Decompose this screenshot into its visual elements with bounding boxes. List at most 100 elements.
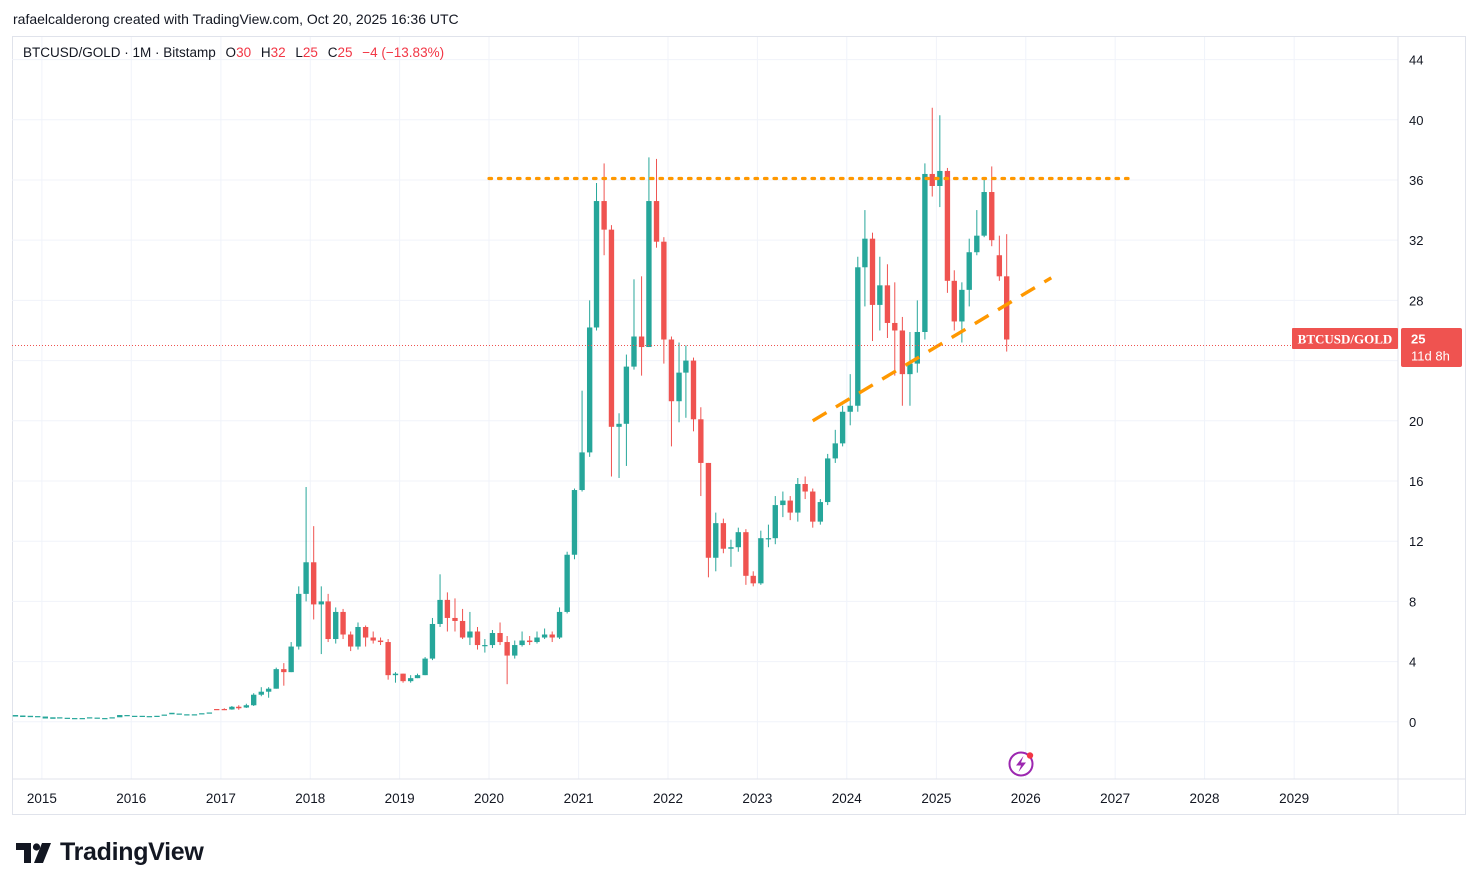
candle xyxy=(482,645,488,647)
candle xyxy=(191,714,198,716)
candle xyxy=(638,336,645,348)
candle xyxy=(683,360,689,373)
candle xyxy=(50,717,56,719)
candle xyxy=(646,201,652,348)
candle xyxy=(206,712,213,714)
candle xyxy=(333,611,339,640)
legend-change: −4 (−13.83%) xyxy=(362,45,445,60)
candle xyxy=(914,331,920,364)
candle xyxy=(855,267,861,406)
candle xyxy=(117,715,123,718)
candle xyxy=(429,623,436,659)
candle xyxy=(258,691,264,695)
candle xyxy=(690,360,697,420)
candle xyxy=(1004,276,1010,340)
candle xyxy=(593,201,600,328)
x-tick-label: 2017 xyxy=(206,791,236,806)
lightning-icon[interactable] xyxy=(1008,751,1034,777)
candle xyxy=(146,716,153,718)
candle xyxy=(608,229,615,427)
candle xyxy=(795,484,801,513)
candle xyxy=(94,717,100,719)
candle xyxy=(989,192,995,241)
candle xyxy=(519,640,525,646)
candle xyxy=(214,709,220,711)
candle xyxy=(437,599,443,624)
candle xyxy=(787,500,793,513)
candle xyxy=(489,633,496,646)
candle xyxy=(705,462,712,558)
candle xyxy=(720,523,727,549)
candle xyxy=(318,601,324,605)
candle xyxy=(169,712,175,715)
candle xyxy=(698,419,704,463)
candle xyxy=(653,201,660,242)
x-tick-label: 2023 xyxy=(742,791,772,806)
candle xyxy=(176,713,182,715)
legend-open-label: O xyxy=(225,45,237,60)
legend-high-label: H xyxy=(260,45,271,60)
candle xyxy=(340,611,346,635)
candle xyxy=(422,658,428,676)
candle xyxy=(549,634,555,638)
y-tick-label: 40 xyxy=(1409,113,1423,128)
candle xyxy=(877,285,883,305)
candle xyxy=(221,709,227,711)
candle xyxy=(161,714,167,716)
price-tag: BTCUSD/GOLD 25 11d 8h xyxy=(1292,328,1462,367)
x-tick-label: 2026 xyxy=(1011,791,1041,806)
candle xyxy=(944,170,951,281)
candle xyxy=(817,502,824,522)
candle xyxy=(847,405,853,412)
trendline-line[interactable] xyxy=(811,276,1053,423)
candle xyxy=(974,235,980,253)
candle xyxy=(937,170,943,187)
y-tick-label: 36 xyxy=(1409,173,1423,188)
candle xyxy=(452,617,458,621)
candle xyxy=(616,423,622,427)
candle xyxy=(504,642,510,656)
candle xyxy=(273,669,279,689)
x-tick-label: 2029 xyxy=(1279,791,1309,806)
candle xyxy=(251,694,257,706)
candle xyxy=(303,562,309,594)
candle xyxy=(743,532,749,576)
price-tag-price: 25 xyxy=(1411,332,1425,347)
candle xyxy=(236,706,242,709)
x-tick-label: 2027 xyxy=(1100,791,1130,806)
candle xyxy=(139,715,145,717)
candle xyxy=(750,575,756,584)
price-axis[interactable]: 0 4 8 12 16 20 28 32 36 40 44 xyxy=(1409,53,1423,730)
candle xyxy=(772,505,778,539)
candle xyxy=(385,642,391,676)
candle xyxy=(571,490,578,555)
candle xyxy=(72,718,78,720)
chart-frame xyxy=(12,36,1466,815)
candle xyxy=(579,452,585,491)
candle xyxy=(64,717,71,719)
tradingview-logo-icon xyxy=(16,842,51,863)
price-tag-countdown: 11d 8h xyxy=(1411,349,1450,364)
candle xyxy=(407,678,414,682)
candle xyxy=(131,715,138,717)
y-tick-label: 16 xyxy=(1409,474,1423,489)
candle xyxy=(12,715,19,717)
legend-symbol[interactable]: BTCUSD/GOLD · 1M · Bitstamp xyxy=(23,45,216,60)
tradingview-logo[interactable]: TradingView xyxy=(16,838,204,867)
candle xyxy=(824,458,831,503)
tradingview-logo-text: TradingView xyxy=(60,838,204,866)
candle xyxy=(414,675,421,679)
y-tick-label: 44 xyxy=(1409,53,1423,68)
candle xyxy=(184,714,190,716)
y-tick-label: 0 xyxy=(1409,715,1416,730)
time-axis[interactable]: 2015 2016 2017 2018 2019 2020 2021 2022 2023 2024… xyxy=(27,791,1309,806)
y-tick-label: 8 xyxy=(1409,594,1416,609)
candle xyxy=(86,717,93,719)
candle xyxy=(758,538,764,584)
candle xyxy=(996,255,1003,277)
candle xyxy=(765,538,772,540)
symbol-legend: BTCUSD/GOLD · 1M · Bitstamp O30 H32 L25 … xyxy=(23,45,444,60)
candle xyxy=(154,715,160,717)
x-tick-label: 2018 xyxy=(295,791,325,806)
